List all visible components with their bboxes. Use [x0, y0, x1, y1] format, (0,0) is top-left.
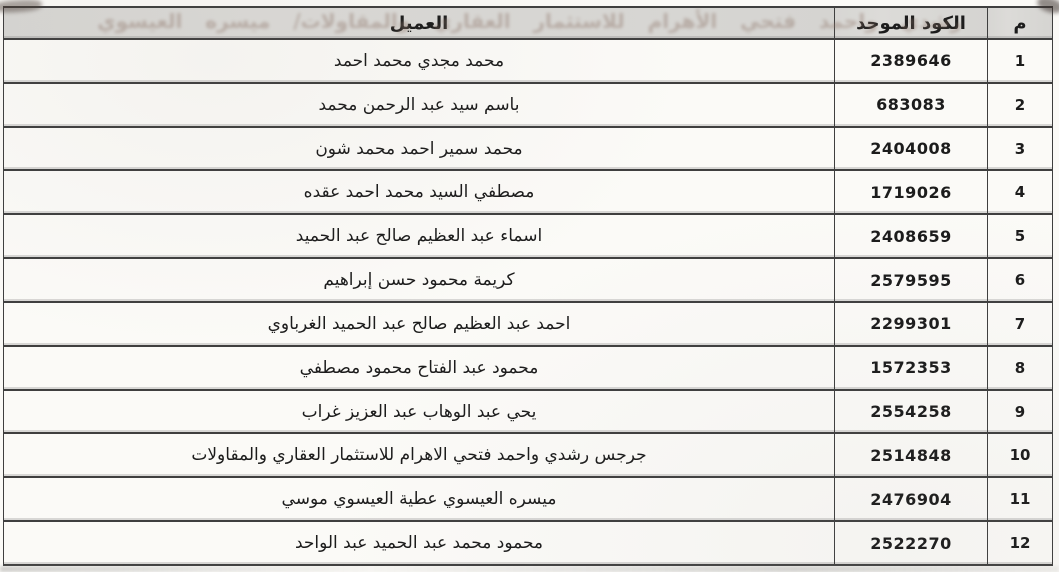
client-name-cell: ميسره العيسوي عطية العيسوي موسي: [3, 476, 835, 523]
header-cell-unified-code: الكود الموحد: [834, 6, 988, 40]
unified-code-cell: 2476904: [834, 476, 988, 523]
client-name-cell: احمد عبد العظيم صالح عبد الحميد الغرباوي: [3, 300, 835, 347]
table-row: 7 2299301 احمد عبد العظيم صالح عبد الحمي…: [3, 300, 1053, 347]
row-number-cell: 3: [987, 125, 1053, 172]
client-name-cell: جرجس رشدي واحمد فتحي الاهرام للاستثمار ا…: [3, 432, 835, 479]
table-row: 8 1572353 محمود عبد الفتاح محمود مصطفي: [3, 344, 1053, 391]
row-number-cell: 10: [987, 432, 1053, 479]
table-row: 9 2554258 يحي عبد الوهاب عبد العزيز غراب: [3, 388, 1053, 435]
table-row: 12 2522270 محمود محمد عبد الحميد عبد الو…: [3, 520, 1053, 566]
row-number-cell: 6: [987, 257, 1053, 303]
unified-code-cell: 2408659: [834, 213, 988, 260]
table-row: 6 2579595 كريمة محمود حسن إبراهيم: [3, 257, 1053, 303]
client-name-cell: باسم سيد عبد الرحمن محمد: [3, 81, 835, 128]
table-row: 2 683083 باسم سيد عبد الرحمن محمد: [3, 81, 1053, 128]
unified-code-cell: 2514848: [834, 432, 988, 479]
unified-code-cell: 1719026: [834, 169, 988, 216]
unified-code-cell: 2404008: [834, 125, 988, 172]
unified-code-cell: 683083: [834, 81, 988, 128]
row-number-cell: 9: [987, 388, 1053, 435]
client-name-cell: محمد مجدي محمد احمد: [3, 38, 835, 84]
table-row: 1 2389646 محمد مجدي محمد احمد: [3, 38, 1053, 84]
clients-table: م الكود الموحد العميل 1 2389646 محمد مجد…: [3, 6, 1053, 566]
row-number-cell: 11: [987, 476, 1053, 523]
table-row: 3 2404008 محمد سمير احمد محمد شون: [3, 125, 1053, 172]
unified-code-cell: 2579595: [834, 257, 988, 303]
row-number-cell: 2: [987, 81, 1053, 128]
client-name-cell: مصطفي السيد محمد احمد عقده: [3, 169, 835, 216]
row-number-cell: 12: [987, 520, 1053, 566]
row-number-cell: 7: [987, 300, 1053, 347]
unified-code-cell: 2554258: [834, 388, 988, 435]
unified-code-cell: 2299301: [834, 300, 988, 347]
unified-code-cell: 1572353: [834, 344, 988, 391]
client-name-cell: يحي عبد الوهاب عبد العزيز غراب: [3, 388, 835, 435]
row-number-cell: 5: [987, 213, 1053, 260]
table-body: 1 2389646 محمد مجدي محمد احمد 2 683083 ب…: [3, 38, 1053, 566]
table-row: 10 2514848 جرجس رشدي واحمد فتحي الاهرام …: [3, 432, 1053, 479]
client-name-cell: اسماء عبد العظيم صالح عبد الحميد: [3, 213, 835, 260]
header-cell-index: م: [987, 6, 1053, 40]
unified-code-cell: 2522270: [834, 520, 988, 566]
header-cell-client: العميل: [3, 6, 835, 40]
client-name-cell: محمد سمير احمد محمد شون: [3, 125, 835, 172]
client-name-cell: محمود عبد الفتاح محمود مصطفي: [3, 344, 835, 391]
row-number-cell: 4: [987, 169, 1053, 216]
client-name-cell: محمود محمد عبد الحميد عبد الواحد: [3, 520, 835, 566]
row-number-cell: 8: [987, 344, 1053, 391]
table-row: 4 1719026 مصطفي السيد محمد احمد عقده: [3, 169, 1053, 216]
scan-bottom-shadow: [0, 566, 1059, 572]
table-header-row: م الكود الموحد العميل: [3, 6, 1053, 40]
row-number-cell: 1: [987, 38, 1053, 84]
client-name-cell: كريمة محمود حسن إبراهيم: [3, 257, 835, 303]
table-row: 5 2408659 اسماء عبد العظيم صالح عبد الحم…: [3, 213, 1053, 260]
unified-code-cell: 2389646: [834, 38, 988, 84]
table-row: 11 2476904 ميسره العيسوي عطية العيسوي مو…: [3, 476, 1053, 523]
